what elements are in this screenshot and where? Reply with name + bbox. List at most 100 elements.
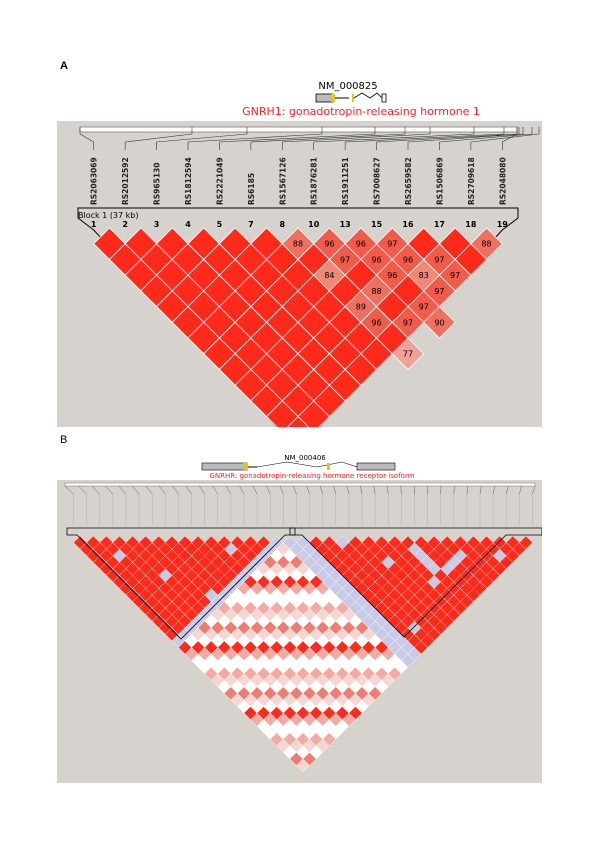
exon-mark [352, 94, 354, 102]
ld-value: 96 [387, 271, 397, 280]
snp-number-label: 13 [340, 220, 351, 229]
snp-number-label: 4 [185, 220, 191, 229]
snp-number-label: 5 [217, 220, 223, 229]
gene-name-b: GNRHR: gonadotropin-releasing hormone re… [209, 472, 414, 480]
snp-position-lines-b [64, 485, 536, 526]
snp-connector [313, 133, 475, 143]
snp-connector [187, 133, 323, 143]
ld-value: 88 [481, 240, 491, 249]
snp-number-label: 10 [308, 220, 320, 229]
snp-number-label: 17 [434, 220, 445, 229]
ld-value: 97 [434, 287, 444, 296]
snp-connector [506, 485, 509, 495]
ld-value: 97 [403, 318, 413, 327]
snp-connector [279, 485, 284, 495]
snp-name-label: RS1567126 [278, 157, 287, 205]
snp-name-label: RS965130 [153, 163, 162, 206]
panel-b-label: B [60, 434, 68, 446]
snp-connector [131, 485, 140, 495]
snp-connector [156, 133, 248, 143]
snp-connector [185, 485, 192, 495]
snp-connector [333, 485, 336, 495]
exon-box [315, 93, 334, 103]
snp-connector [219, 133, 376, 143]
snp-number-label: 2 [122, 220, 128, 229]
snp-name-label: RS2063069 [90, 157, 99, 205]
snp-connector [212, 485, 218, 495]
snp-connector [346, 485, 350, 495]
snp-connector [64, 485, 74, 495]
snp-connector [91, 485, 100, 495]
snp-connector [439, 133, 533, 143]
ld-value: 97 [434, 255, 444, 264]
ld-cell [423, 306, 456, 339]
chromosome-track [79, 126, 518, 133]
panel-a-label: A [60, 60, 68, 72]
ld-value: 97 [419, 303, 429, 312]
gene-name: GNRH1: gonadotropin-releasing hormone 1 [242, 105, 480, 118]
snp-connector [502, 133, 518, 143]
snp-connector [78, 485, 87, 495]
ld-triangle-b [73, 535, 533, 773]
snp-connector [266, 485, 271, 495]
snp-connector [453, 485, 455, 495]
snp-number-label: 18 [465, 220, 477, 229]
snp-connector [360, 485, 363, 495]
snp-connector [225, 485, 232, 495]
snp-name-label: RS1911251 [341, 157, 350, 205]
ld-value: 97 [340, 255, 350, 264]
snp-connector [199, 485, 205, 495]
snp-connector [532, 485, 536, 495]
snp-number-label: 3 [154, 220, 160, 229]
snp-connector [250, 133, 406, 143]
snp-connector [373, 485, 376, 495]
snp-connector [239, 485, 245, 495]
ld-value: 84 [324, 271, 334, 280]
snp-connector [400, 485, 402, 495]
gene-model-b [201, 461, 396, 471]
ld-value: 96 [371, 318, 381, 327]
ld-value: 96 [356, 240, 366, 249]
snp-name-label: RS7008627 [373, 157, 382, 205]
snp-connector [470, 133, 540, 143]
snp-connector [407, 133, 524, 143]
snp-connector [387, 485, 389, 495]
snp-number-label: 8 [279, 220, 285, 229]
block-1-outline [66, 527, 296, 640]
gene-id-b: NM_000406 [284, 454, 326, 462]
snp-name-label: RS2221049 [215, 157, 224, 205]
ld-cell-b [519, 535, 533, 550]
snp-number-label: 19 [497, 220, 509, 229]
panel-a-ld-plot: NM_000825 GNRH1: gonadotropin-releasing … [57, 72, 542, 451]
block-label: Block 1 (37 kb) [78, 211, 139, 220]
snp-connector [125, 133, 193, 143]
snp-name-label: RS2709618 [467, 157, 476, 205]
ld-value: 88 [371, 287, 381, 296]
ld-cell [391, 337, 425, 370]
snp-name-label: RS1876281 [310, 157, 319, 205]
snp-connector [376, 133, 520, 143]
exon-small [381, 93, 387, 103]
ld-value: 88 [293, 240, 303, 249]
snp-connector [79, 133, 94, 143]
snp-connector [145, 485, 153, 495]
ld-value: 96 [324, 240, 334, 249]
gene-id: NM_000825 [318, 81, 377, 92]
ld-value: 97 [450, 271, 460, 280]
ld-cell [470, 227, 503, 260]
snp-connector [492, 485, 495, 495]
snp-number-labels: 1 2 3 4 5 7 8 10 13 15 16 17 18 19 [91, 220, 508, 229]
snp-connector [519, 485, 522, 495]
snp-number-label: 1 [91, 220, 97, 229]
snp-connector [345, 133, 505, 143]
ld-value: 90 [434, 318, 444, 327]
snp-connector [118, 485, 127, 495]
snp-name-label: RS1506869 [435, 157, 444, 205]
ld-value: 89 [356, 303, 366, 312]
snp-name-labels: RS2063069 RS2012592 RS965130 RS1812594 RS222… [90, 157, 508, 205]
snp-connector [252, 485, 258, 495]
snp-name-label: RS2012592 [121, 157, 130, 205]
ld-value: 83 [419, 271, 429, 280]
snp-connector [293, 485, 297, 495]
ld-value: 96 [371, 255, 381, 264]
